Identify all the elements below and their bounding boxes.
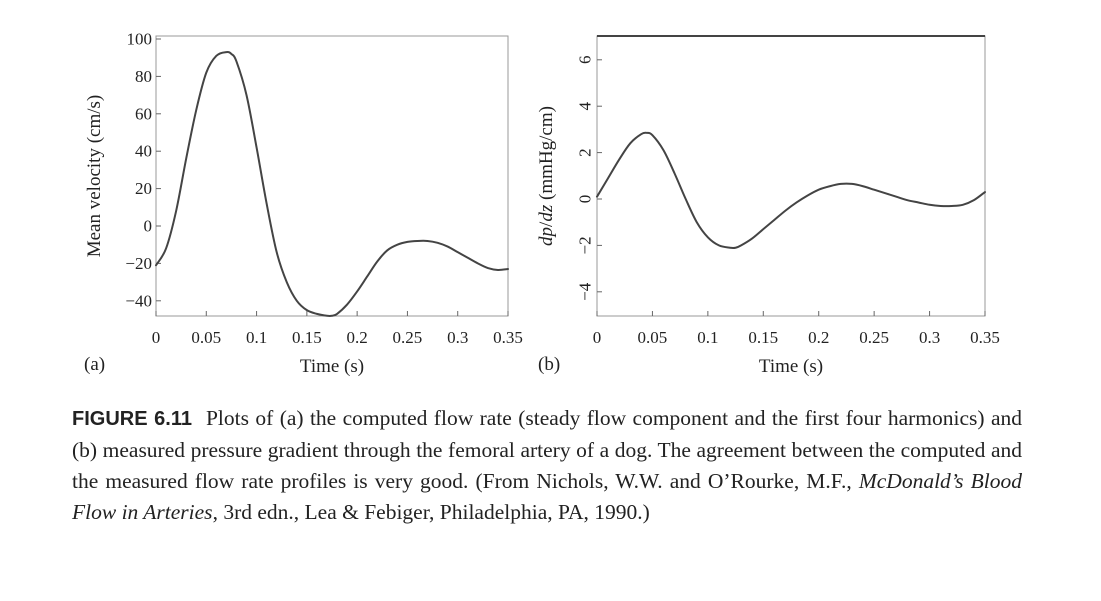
x-tick-label: 0.15 <box>292 328 322 347</box>
x-tick-label: 0.35 <box>493 328 523 347</box>
y-tick-label: −2 <box>576 236 595 254</box>
x-tick-label: 0.3 <box>919 328 940 347</box>
pressure-gradient-chart: 0 0.05 0.1 0.15 0.2 0.25 0.3 0.35 −4 −2 0 2 4 6 Time (… <box>536 35 1000 377</box>
panel-label-a: (a) <box>84 354 106 375</box>
x-tick-label: 0.05 <box>191 328 221 347</box>
figure-caption: FIGURE 6.11 Plots of (a) the computed flo… <box>72 403 1022 528</box>
x-tick-label: 0.1 <box>246 328 267 347</box>
caption-book-title: McDonald’s Blood Flow in Arteries <box>72 469 1022 524</box>
y-tick-label: 6 <box>576 56 595 65</box>
data-line <box>596 131 986 250</box>
y-tick-label: 60 <box>135 104 152 123</box>
y-axis-label: Mean velocity (cm/s) <box>84 95 105 258</box>
x-tick-label: 0 <box>152 328 161 347</box>
y-tick-label: 0 <box>144 217 153 236</box>
y-tick-label: 80 <box>135 67 152 86</box>
y-axis-label: dp/dz (mmHg/cm) <box>536 106 557 246</box>
x-axis-label: Time (s) <box>759 356 823 377</box>
x-axis-label: Time (s) <box>300 356 364 377</box>
y-tick-label: 40 <box>135 142 152 161</box>
x-tick-label: 0.15 <box>748 328 778 347</box>
figure-number: FIGURE 6.11 <box>72 408 192 430</box>
figure: 0 0.05 0.1 0.15 0.2 0.25 0.3 0.35 −40 −20 0 20 40 60 8… <box>84 30 1000 378</box>
y-tick-label: 2 <box>576 148 595 157</box>
x-tick-label: 0.05 <box>638 328 668 347</box>
y-tick-label: 0 <box>576 195 595 204</box>
caption-text: Plots of (a) the computed flow rate (ste… <box>72 406 1022 493</box>
x-tick-label: 0.2 <box>347 328 368 347</box>
y-tick-label: −40 <box>125 291 152 310</box>
x-tick-label: 0.25 <box>393 328 423 347</box>
y-tick-label: −20 <box>125 254 152 273</box>
x-tick-label: 0.35 <box>970 328 1000 347</box>
velocity-chart: 0 0.05 0.1 0.15 0.2 0.25 0.3 0.35 −40 −20 0 20 40 60 8… <box>84 30 523 378</box>
x-tick-label: 0.1 <box>697 328 718 347</box>
y-tick-label: −4 <box>576 282 595 301</box>
y-tick-label: 100 <box>127 30 153 49</box>
caption-text-end: , 3rd edn., Lea & Febiger, Philadelphia,… <box>212 500 650 524</box>
plot-frame <box>155 35 509 317</box>
y-tick-label: 4 <box>576 101 595 110</box>
panel-label-b: (b) <box>538 354 561 375</box>
x-tick-label: 0 <box>593 328 602 347</box>
plot-frame <box>596 35 986 317</box>
x-tick-label: 0.3 <box>447 328 468 347</box>
x-tick-label: 0.25 <box>859 328 889 347</box>
data-line <box>155 51 509 317</box>
x-tick-label: 0.2 <box>808 328 829 347</box>
y-tick-label: 20 <box>135 179 152 198</box>
